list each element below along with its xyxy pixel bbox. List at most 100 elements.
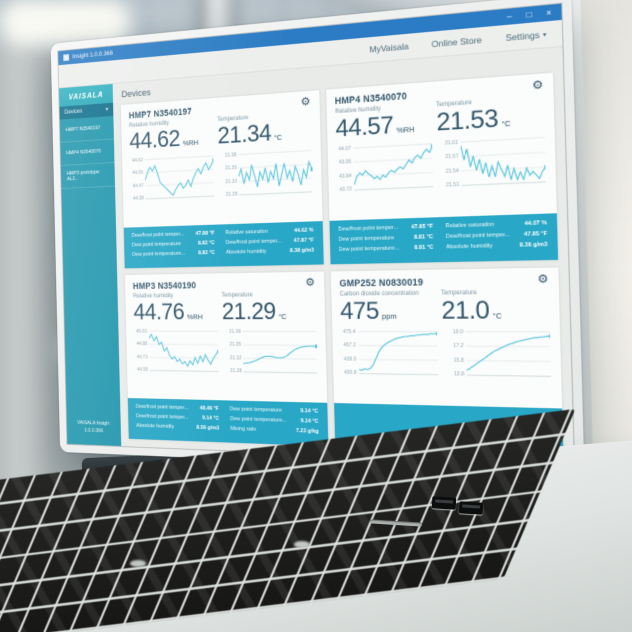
gridline	[354, 172, 433, 176]
menu-item-online-store[interactable]: Online Store	[431, 35, 481, 50]
chart-end-dot	[310, 167, 313, 172]
metric: Relative humidity 44.76 %RH	[133, 293, 222, 326]
gridline	[461, 152, 545, 156]
panel-metrics: Relative humidity 44.57 %RH Temperature 21.5…	[326, 92, 554, 143]
panel-charts: 44.62 44.55 44.47 44.38 21.38 21.35 21.32 21.29	[122, 143, 322, 206]
chart-canvas	[149, 329, 219, 374]
row-value: 9.14 °C	[300, 418, 319, 425]
metric-value-row: 44.57 %RH	[335, 111, 437, 142]
chart-y-ticks: 21.38 21.35 21.32 21.28	[227, 329, 244, 374]
gridline	[466, 361, 551, 362]
table-row: Dew/frost point temper... 47.85 °F	[338, 223, 433, 236]
sparkline-chart: 19.0 17.2 15.8 13.8	[447, 329, 552, 379]
gridline	[150, 371, 219, 372]
chart-line	[145, 160, 215, 197]
panel-header: HMP4 N3540070 ⚙	[326, 73, 554, 108]
tick-label: 21.61	[444, 139, 459, 147]
metric-value: 475	[339, 297, 380, 326]
tick-label: 44.47	[132, 182, 144, 190]
metric-value-row: 21.0 °C	[441, 296, 550, 325]
ui-body: VAISALA Devices ▾ HMP7 N3540197 HMP4 N354…	[59, 47, 574, 464]
metric-unit: %RH	[396, 124, 415, 135]
chart-y-ticks: 44.07 43.95 43.84 43.72	[336, 146, 354, 194]
gridline	[466, 346, 551, 347]
row-label: Dew point temperature...	[338, 245, 400, 253]
metric-value: 44.62	[129, 125, 181, 155]
sidebar-item-device[interactable]: HMP3 prototype AL2..	[60, 162, 116, 190]
panel-settings-button[interactable]: ⚙	[301, 96, 311, 109]
chart-end-dot	[548, 333, 552, 339]
screen-bezel: Insight 1.0.0.366 – □ × MyVaisala Online …	[50, 0, 585, 475]
maximize-button[interactable]: □	[526, 9, 532, 20]
tick-label: 45.03	[136, 328, 148, 335]
metric-value: 44.57	[335, 111, 394, 143]
sidebar-device-list: HMP7 N3540197 HMP4 N3540070 HMP3 prototype…	[59, 115, 116, 190]
panel-charts: 475.4 457.2 439.0 420.8 19.0 17.2 15.8 13.8	[332, 324, 562, 384]
chart-plot	[243, 329, 318, 375]
panel-header: HMP3 N3540190 ⚙	[125, 272, 324, 292]
tick-label: 21.29	[225, 191, 238, 198]
panel-settings-button[interactable]: ⚙	[532, 79, 543, 93]
chart-line	[353, 146, 433, 185]
measurement-table: Dew/frost point temper... 47.85 °F Dew poi…	[328, 213, 559, 265]
measurement-table: Dew/frost point temper... 48.46 °F Dew/fro…	[127, 398, 328, 447]
table-row: Dew point temperature 8.81 °C	[338, 233, 433, 246]
panel-settings-button[interactable]: ⚙	[305, 276, 316, 289]
gridline	[359, 374, 438, 375]
chart-canvas	[358, 329, 438, 377]
menu-item-myvaisala[interactable]: MyVaisala	[369, 41, 409, 55]
minimize-button[interactable]: –	[506, 11, 513, 22]
table-row: Mixing ratio 7.23 g/kg	[230, 425, 319, 438]
sidebar-item-device[interactable]: HMP4 N3540070	[60, 139, 115, 166]
metric-value: 44.76	[133, 299, 185, 326]
row-value: 8.82 °C	[198, 249, 216, 257]
row-label: Dew/frost point temper...	[338, 224, 399, 233]
panel-settings-button[interactable]: ⚙	[537, 273, 549, 287]
panel-header: GMP252 N0830019 ⚙	[330, 267, 559, 289]
tick-label: 21.38	[224, 152, 237, 159]
chart-canvas	[460, 135, 546, 188]
gridline	[353, 158, 432, 162]
table-row: Dew/frost point temper... 47.85 °F	[446, 230, 548, 243]
table-row: Absolute humidity 8.36 g/m3	[446, 240, 548, 253]
metric-unit: %RH	[186, 312, 203, 322]
row-label: Absolute humidity	[136, 422, 175, 430]
device-panel: HMP7 N3540197 ⚙ Relative humidity 44.62 %RH T…	[120, 90, 324, 269]
tick-label: 44.38	[132, 195, 144, 202]
table-row: Dew/frost point temper... 47.87 °F	[226, 236, 314, 248]
tick-label: 15.8	[453, 357, 465, 364]
measurement-table: Dew/frost point temper... 47.88 °F Dew poi…	[123, 221, 324, 269]
close-button[interactable]: ×	[545, 7, 552, 19]
row-label: Mixing ratio	[230, 425, 257, 433]
gear-icon: ⚙	[305, 276, 316, 289]
metric: Relative humidity 44.62 %RH	[129, 117, 218, 155]
sidebar-item-device[interactable]: HMP7 N3540197	[59, 115, 114, 143]
gear-icon: ⚙	[537, 273, 549, 287]
menu-item-settings[interactable]: Settings ▾	[506, 29, 547, 43]
row-value: 47.85 °F	[411, 223, 434, 231]
gridline	[243, 358, 317, 359]
sparkline-chart: 21.38 21.35 21.32 21.29	[223, 148, 313, 198]
device-panel: HMP3 N3540190 ⚙ Relative humidity 44.76 %RH T…	[124, 271, 328, 447]
rubber-foot	[130, 560, 146, 567]
chart-line	[243, 346, 317, 365]
chart-y-ticks: 44.62 44.55 44.47 44.38	[130, 157, 146, 202]
row-label: Dew point temperature...	[132, 250, 186, 258]
sparkline-chart: 45.03 44.88 44.73 44.58	[134, 329, 219, 374]
row-value: 8.81 °C	[414, 244, 434, 252]
app-window: Insight 1.0.0.366 – □ × MyVaisala Online …	[57, 2, 575, 466]
menu-item-label: MyVaisala	[369, 40, 409, 55]
tick-label: 44.88	[136, 341, 148, 348]
panel-charts: 44.07 43.95 43.84 43.72 21.61 21.57 21.54 21.51	[327, 129, 556, 198]
tick-label: 43.72	[339, 186, 353, 194]
gridline	[149, 357, 218, 358]
table-column: Dew/frost point temper... 48.46 °F Dew/fro…	[136, 403, 220, 437]
metric-value-row: 475 ppm	[339, 297, 442, 326]
insight-app-icon	[63, 54, 70, 62]
tick-label: 439.0	[343, 356, 357, 363]
row-value: 48.46 °F	[199, 405, 219, 412]
chart-plot	[145, 154, 215, 202]
gridline	[460, 137, 544, 142]
metric-value: 21.29	[221, 298, 276, 326]
